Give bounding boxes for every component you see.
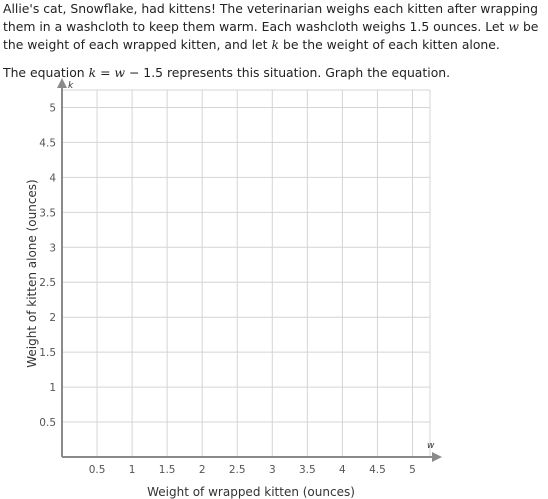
x-tick-label: 1 — [129, 464, 136, 476]
x-tick-label: 1.5 — [159, 464, 176, 476]
y-tick-label: 4 — [49, 172, 56, 184]
y-tick-labels: 0.5 1 1.5 2 2.5 3 3.5 4 4.5 5 — [39, 102, 56, 429]
y-tick-label: 4.5 — [39, 137, 56, 149]
x-tick-labels: 0.5 1 1.5 2 2.5 3 3.5 4 4.5 5 — [89, 464, 416, 476]
y-tick-label: 2.5 — [39, 277, 56, 289]
y-tick-label: 1 — [49, 382, 56, 394]
x-tick-label: 3 — [269, 464, 276, 476]
x-tick-label: 2 — [199, 464, 206, 476]
x-tick-label: 2.5 — [229, 464, 246, 476]
x-tick-label: 4 — [339, 464, 346, 476]
eq-k: k — [88, 65, 97, 80]
var-k: k — [271, 37, 279, 52]
grid-lines — [62, 89, 431, 457]
y-tick-label: 3.5 — [39, 207, 56, 219]
x-axis-variable: w — [427, 441, 435, 451]
var-w: w — [508, 19, 519, 34]
x-tick-label: 0.5 — [89, 464, 106, 476]
y-tick-label: 3 — [49, 242, 56, 254]
problem-story: Allie's cat, Snowflake, had kittens! The… — [3, 1, 539, 52]
x-tick-label: 3.5 — [299, 464, 316, 476]
y-tick-label: 1.5 — [39, 347, 56, 359]
axes: w k — [57, 78, 442, 462]
y-axis-label: Weight of kitten alone (ounces) — [25, 179, 39, 367]
x-tick-label: 5 — [409, 464, 416, 476]
y-tick-label: 0.5 — [39, 417, 56, 429]
x-axis-label: Weight of wrapped kitten (ounces) — [147, 485, 355, 499]
y-axis-variable: k — [68, 81, 74, 91]
x-axis-arrow-icon — [432, 452, 442, 462]
y-tick-label: 5 — [49, 102, 56, 114]
problem-instruction: The equation k = w − 1.5 represents this… — [3, 65, 451, 80]
x-tick-label: 4.5 — [369, 464, 386, 476]
y-tick-label: 2 — [49, 312, 56, 324]
eq-w: w — [114, 65, 126, 80]
problem-statement: Allie's cat, Snowflake, had kittens! The… — [3, 0, 548, 82]
y-axis-arrow-icon — [57, 78, 67, 88]
